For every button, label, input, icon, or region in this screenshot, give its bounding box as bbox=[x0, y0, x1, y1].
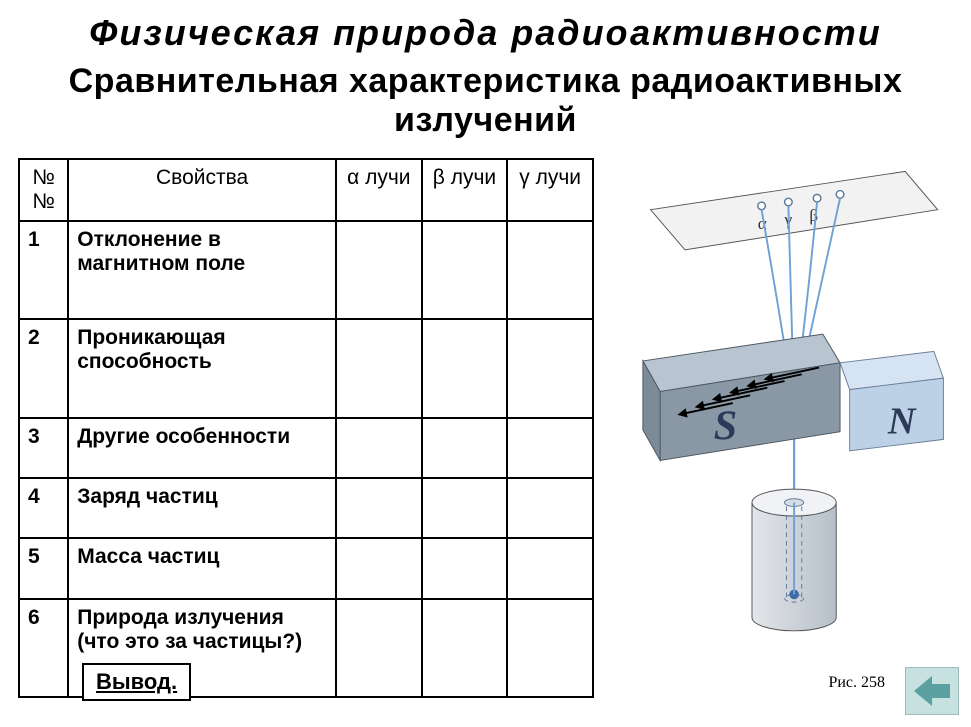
col-prop: Свойства bbox=[68, 159, 336, 221]
table-header-row: № № Свойства α лучи β лучи γ лучи bbox=[19, 159, 593, 221]
cell-prop: Заряд частиц bbox=[68, 478, 336, 538]
cell-alpha bbox=[336, 418, 422, 478]
cell-alpha bbox=[336, 319, 422, 417]
figure-caption: Рис. 258 bbox=[828, 674, 885, 692]
cell-no: 4 bbox=[19, 478, 68, 538]
table-row: 4 Заряд частиц bbox=[19, 478, 593, 538]
col-no: № № bbox=[19, 159, 68, 221]
cell-no: 2 bbox=[19, 319, 68, 417]
conclusion-box: Вывод. bbox=[82, 663, 191, 701]
cell-no: 5 bbox=[19, 538, 68, 598]
table-row: 3 Другие особенности bbox=[19, 418, 593, 478]
cell-beta bbox=[422, 418, 508, 478]
cell-gamma bbox=[507, 538, 593, 598]
col-beta: β лучи bbox=[422, 159, 508, 221]
cell-alpha bbox=[336, 478, 422, 538]
cell-beta bbox=[422, 478, 508, 538]
svg-text:S: S bbox=[714, 402, 737, 449]
arrow-left-icon bbox=[914, 676, 950, 706]
svg-text:N: N bbox=[887, 401, 917, 443]
page-title-1: Физическая природа радиоактивности bbox=[0, 0, 971, 54]
cell-alpha bbox=[336, 221, 422, 319]
cell-no: 1 bbox=[19, 221, 68, 319]
cell-beta bbox=[422, 221, 508, 319]
col-gamma: γ лучи bbox=[507, 159, 593, 221]
cell-gamma bbox=[507, 319, 593, 417]
cell-beta bbox=[422, 538, 508, 598]
cell-gamma bbox=[507, 599, 593, 697]
page-title-2: Сравнительная характеристика радиоактивн… bbox=[0, 62, 971, 140]
prev-slide-button[interactable] bbox=[905, 667, 959, 715]
cell-alpha bbox=[336, 599, 422, 697]
diagram-panel: αγβSN Рис. 258 bbox=[618, 158, 953, 698]
cell-gamma bbox=[507, 478, 593, 538]
table-row: 5 Масса частиц bbox=[19, 538, 593, 598]
properties-table: № № Свойства α лучи β лучи γ лучи 1 Откл… bbox=[18, 158, 594, 698]
cell-gamma bbox=[507, 418, 593, 478]
cell-prop: Проникающая способность bbox=[68, 319, 336, 417]
cell-beta bbox=[422, 319, 508, 417]
cell-no: 3 bbox=[19, 418, 68, 478]
bottom-row: Вывод. bbox=[82, 663, 191, 701]
cell-alpha bbox=[336, 538, 422, 598]
cell-gamma bbox=[507, 221, 593, 319]
table-row: 1 Отклонение в магнитном поле bbox=[19, 221, 593, 319]
cell-beta bbox=[422, 599, 508, 697]
radiation-diagram: αγβSN bbox=[618, 158, 953, 656]
cell-prop: Другие особенности bbox=[68, 418, 336, 478]
cell-prop: Масса частиц bbox=[68, 538, 336, 598]
table-row: 2 Проникающая способность bbox=[19, 319, 593, 417]
content-row: № № Свойства α лучи β лучи γ лучи 1 Откл… bbox=[0, 140, 971, 698]
cell-no: 6 bbox=[19, 599, 68, 697]
col-alpha: α лучи bbox=[336, 159, 422, 221]
table-body: 1 Отклонение в магнитном поле 2 Проникаю… bbox=[19, 221, 593, 697]
cell-prop: Отклонение в магнитном поле bbox=[68, 221, 336, 319]
